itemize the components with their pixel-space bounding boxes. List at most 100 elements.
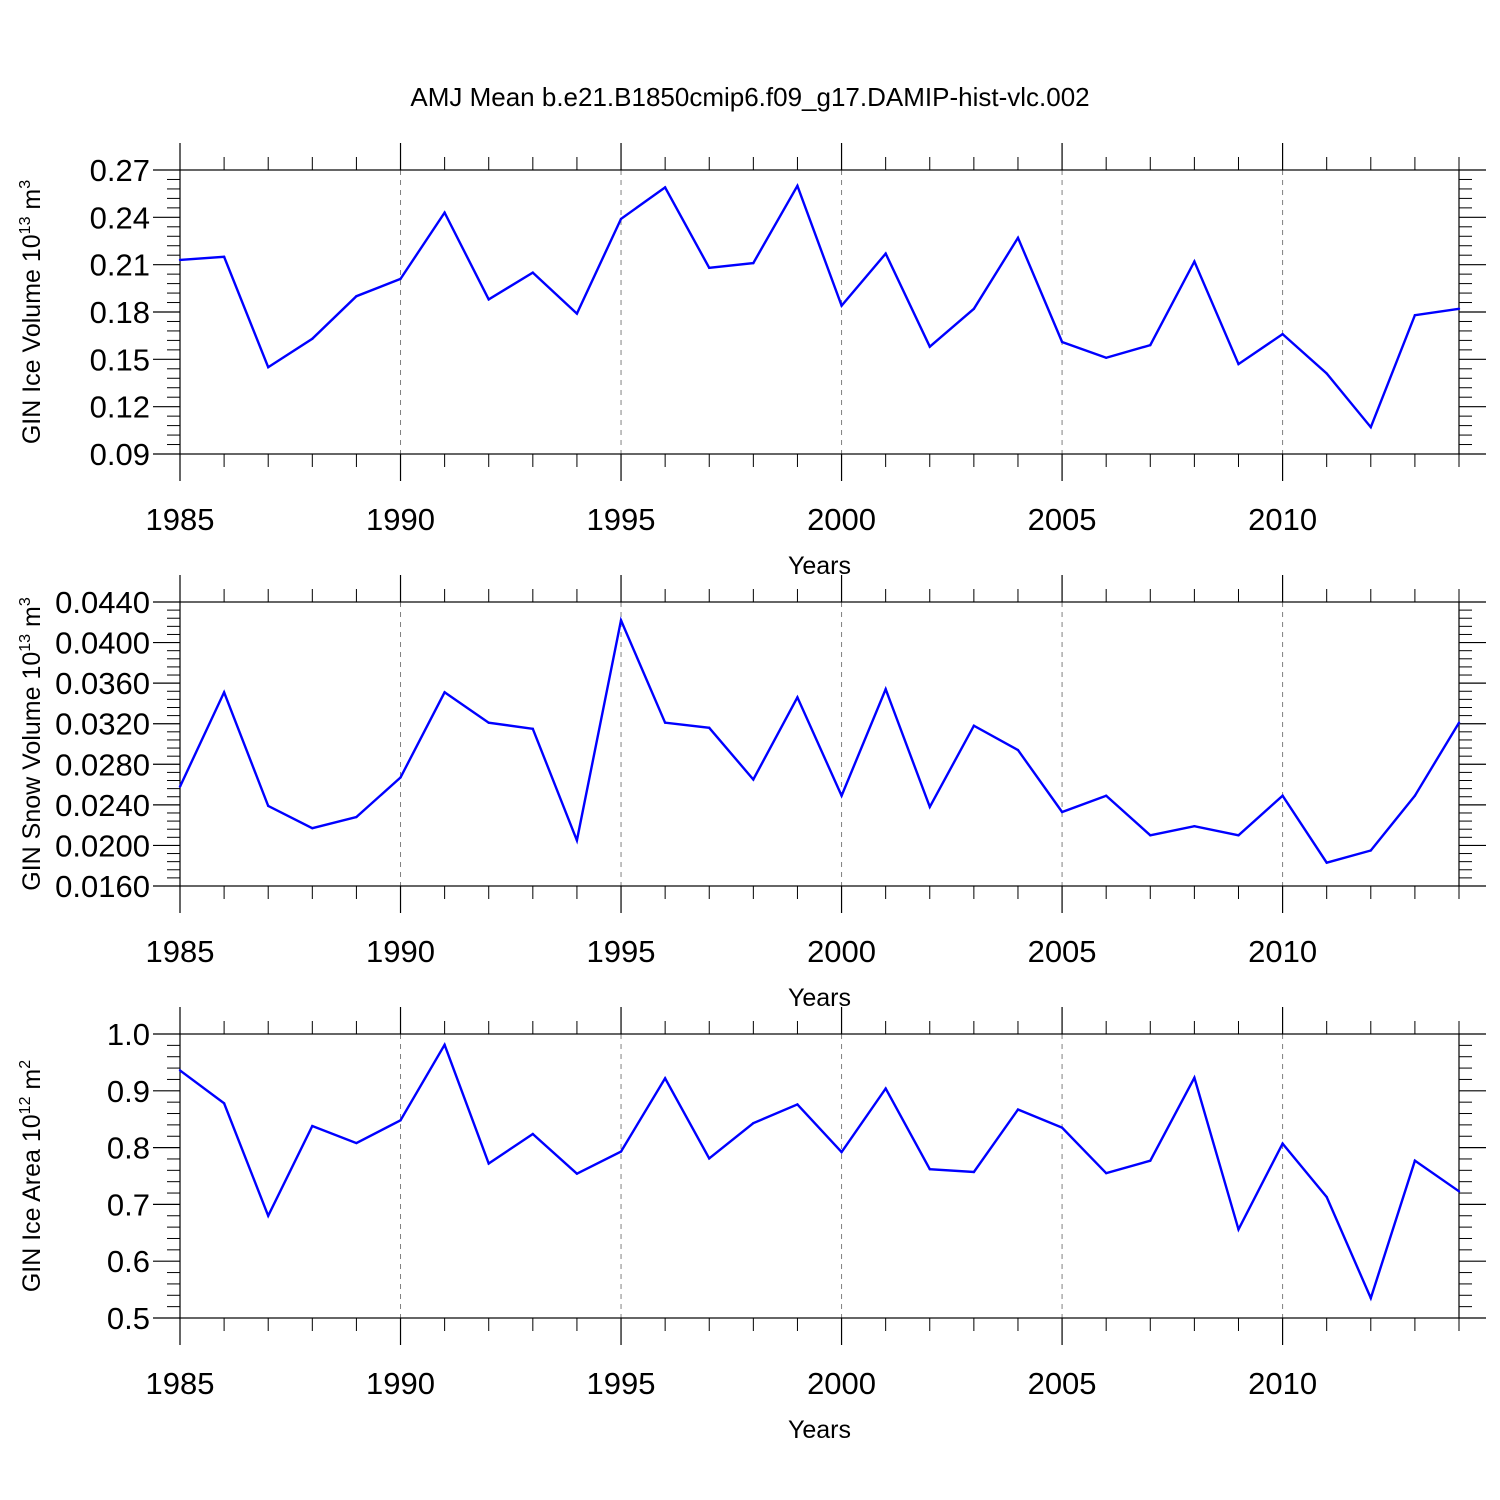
y-axis-title: GIN Ice Volume 1013 m3 xyxy=(17,180,46,444)
data-point xyxy=(840,304,843,307)
y-tick-label: 1.0 xyxy=(107,1017,150,1052)
x-tick-label: 1990 xyxy=(366,502,435,537)
y-tick-label: 0.27 xyxy=(90,153,150,188)
data-point xyxy=(840,794,843,797)
data-point xyxy=(972,724,976,727)
data-point xyxy=(752,778,755,781)
data-point xyxy=(267,1214,270,1217)
data-point xyxy=(1281,1142,1284,1145)
data-series-line xyxy=(179,182,1460,430)
data-point xyxy=(1104,794,1108,797)
data-point xyxy=(487,298,490,301)
data-point xyxy=(796,1103,799,1106)
data-point xyxy=(575,312,579,315)
y-tick-label: 0.5 xyxy=(107,1301,150,1336)
y-axis-title-unit-exponent: 3 xyxy=(17,597,34,606)
data-point xyxy=(796,184,799,187)
data-point xyxy=(1325,861,1328,864)
data-point xyxy=(1413,794,1417,797)
y-axis-title-base: GIN Ice Volume 10 xyxy=(18,234,46,444)
x-tick-label: 2005 xyxy=(1028,1366,1097,1401)
y-tick-label: 0.0440 xyxy=(55,585,150,620)
y-axis-title-exponent: 12 xyxy=(17,1096,34,1114)
x-tick-label: 1985 xyxy=(146,502,215,537)
data-point xyxy=(1369,849,1372,852)
plot-frame xyxy=(179,1033,1460,1319)
data-point xyxy=(619,1150,623,1153)
data-point xyxy=(1016,1108,1020,1111)
x-tick-label: 2000 xyxy=(807,1366,876,1401)
data-point xyxy=(399,1119,402,1122)
data-point xyxy=(884,688,887,691)
data-point xyxy=(884,1087,887,1090)
plot-frame xyxy=(179,601,1460,887)
data-point xyxy=(1237,362,1240,366)
data-point xyxy=(531,1132,535,1136)
data-point xyxy=(443,211,446,214)
data-point xyxy=(575,1172,579,1175)
x-axis-title: Years xyxy=(788,1416,851,1444)
data-point xyxy=(487,1162,490,1165)
data-point xyxy=(1193,260,1196,263)
y-tick-label: 0.0320 xyxy=(55,707,150,742)
data-point xyxy=(1325,372,1328,375)
y-tick-label: 0.12 xyxy=(90,390,150,425)
data-point xyxy=(663,1077,667,1080)
data-point xyxy=(267,366,270,369)
data-point xyxy=(311,337,314,341)
data-point xyxy=(222,691,226,694)
data-point xyxy=(178,1069,182,1072)
y-axis-title-unit-exponent: 2 xyxy=(17,1060,34,1069)
data-point xyxy=(928,345,931,348)
y-axis-title-unit: m xyxy=(18,1069,46,1097)
data-point xyxy=(972,307,976,311)
data-point xyxy=(1060,810,1064,814)
y-axis-title-exponent: 13 xyxy=(17,216,34,234)
y-axis-title-base: GIN Snow Volume 10 xyxy=(18,652,46,891)
data-point xyxy=(355,1141,358,1145)
data-point xyxy=(796,696,799,699)
data-point xyxy=(443,691,446,694)
y-tick-label: 0.09 xyxy=(90,437,150,472)
data-point xyxy=(1413,1159,1417,1162)
data-point xyxy=(1457,721,1461,724)
chart-title: AMJ Mean b.e21.B1850cmip6.f09_g17.DAMIP-… xyxy=(410,82,1089,112)
data-point xyxy=(663,721,667,724)
data-point xyxy=(928,1167,931,1171)
data-point xyxy=(1457,307,1461,311)
data-point xyxy=(1149,834,1152,837)
data-point xyxy=(1060,1126,1064,1129)
y-axis-title: GIN Snow Volume 1013 m3 xyxy=(17,597,46,891)
x-tick-label: 2010 xyxy=(1248,502,1317,537)
y-tick-label: 0.0160 xyxy=(55,869,150,904)
x-tick-label: 2010 xyxy=(1248,934,1317,969)
x-tick-label: 2005 xyxy=(1028,502,1097,537)
data-point xyxy=(928,805,931,809)
chart-panel-2: 1985 1990 1995 2000 2005 2010 Years 0.0160 0.020… xyxy=(17,575,1486,1012)
y-tick-label: 0.7 xyxy=(107,1187,150,1222)
data-point xyxy=(972,1170,976,1174)
data-point xyxy=(1104,1171,1108,1175)
y-tick-label: 0.8 xyxy=(107,1131,150,1166)
x-tick-label: 1990 xyxy=(366,1366,435,1401)
data-point xyxy=(1457,1190,1461,1193)
data-point xyxy=(443,1043,446,1046)
y-axis-title-unit-exponent: 3 xyxy=(17,180,34,189)
y-tick-label: 0.18 xyxy=(90,295,150,330)
data-point xyxy=(575,839,579,842)
x-axis-title: Years xyxy=(788,552,851,580)
x-tick-label: 1995 xyxy=(587,1366,656,1401)
data-point xyxy=(1281,794,1284,797)
data-point xyxy=(619,619,623,622)
data-point xyxy=(1369,425,1372,429)
chart-panel-3: 1985 1990 1995 2000 2005 2010 Years 0.5 0.6 0.7 0.… xyxy=(17,1007,1486,1444)
data-point xyxy=(663,186,667,189)
data-point xyxy=(1016,236,1020,240)
data-point xyxy=(708,266,711,270)
data-point xyxy=(355,815,358,819)
data-point xyxy=(1325,1195,1328,1199)
data-point xyxy=(708,726,711,729)
data-point xyxy=(487,721,490,724)
data-point xyxy=(1413,313,1417,317)
